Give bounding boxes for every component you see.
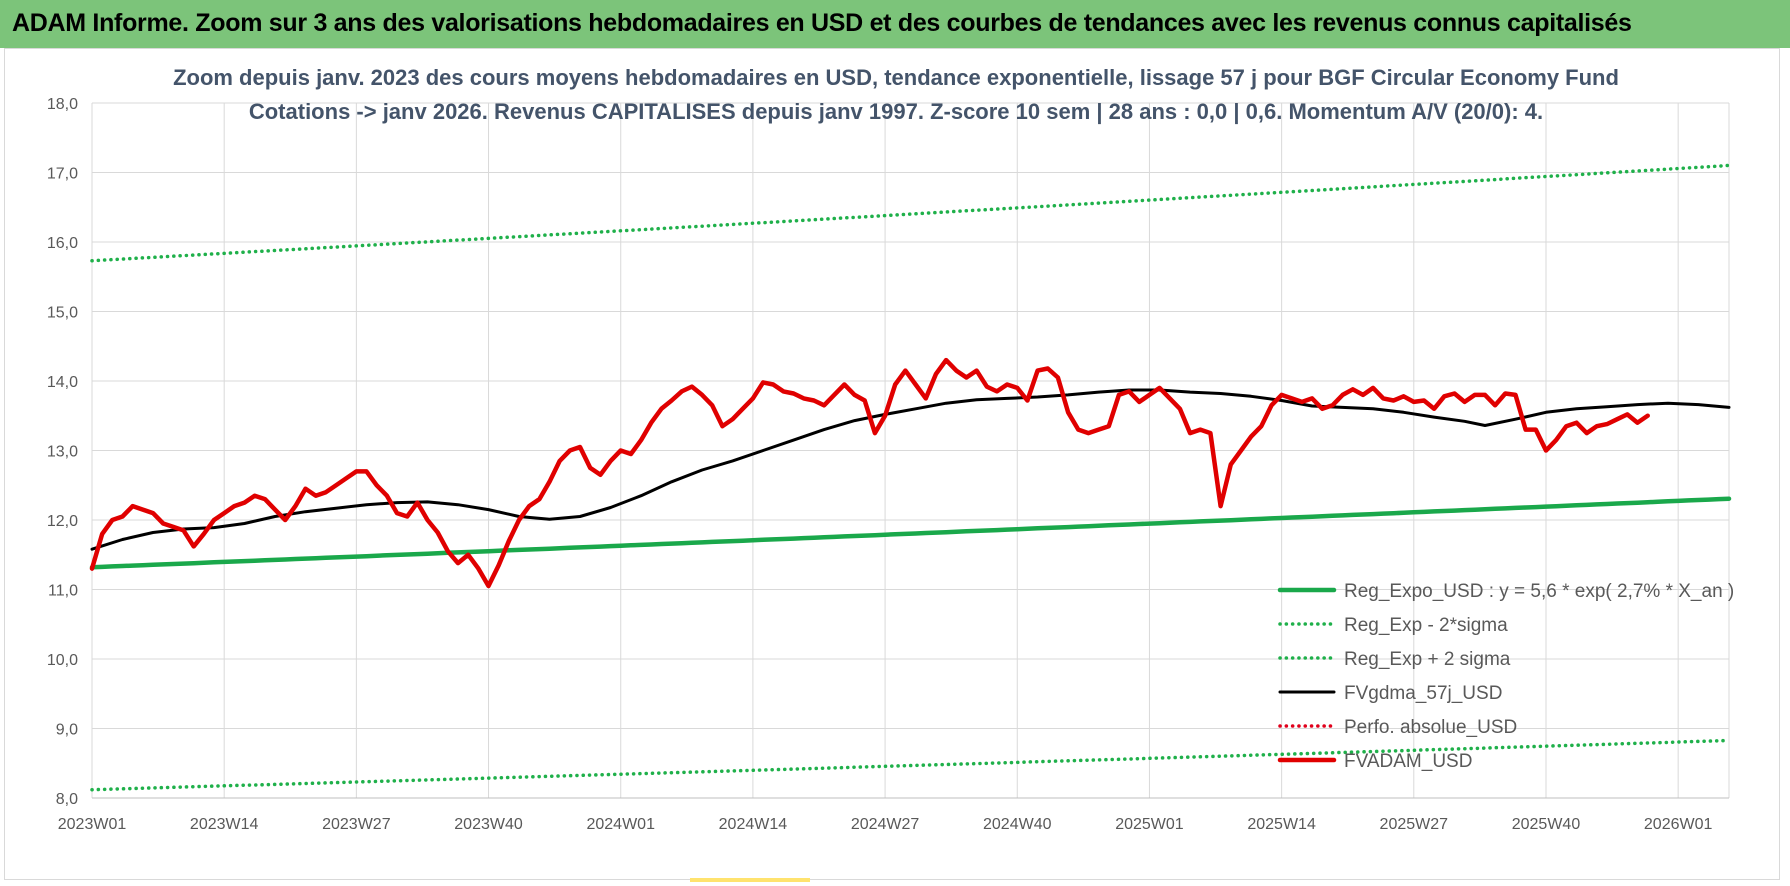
legend-label-fvgdma-57j-usd: FVgdma_57j_USD [1344,683,1502,704]
y-tick-label: 13,0 [47,444,78,461]
x-tick-label: 2023W27 [322,816,391,833]
series-line-reg-exp-2-sigma [90,738,1731,792]
x-tick-label: 2024W27 [851,816,920,833]
legend-label-reg-expo-usd-y-5-6-exp-2-7-x-an: Reg_Expo_USD : y = 5,6 * exp( 2,7% * X_a… [1344,581,1734,602]
y-tick-label: 10,0 [47,652,78,669]
chart-grid [91,102,1730,799]
x-tick-label: 2024W01 [586,816,655,833]
chart-legend: Reg_Expo_USD : y = 5,6 * exp( 2,7% * X_a… [1277,581,1734,772]
report-banner: ADAM Informe. Zoom sur 3 ans des valoris… [0,0,1790,48]
x-tick-label: 2026W01 [1644,816,1713,833]
y-tick-label: 9,0 [56,722,78,739]
y-tick-label: 15,0 [47,305,78,322]
chart-title-line-1: Zoom depuis janv. 2023 des cours moyens … [173,65,1619,90]
y-tick-label: 16,0 [47,235,78,252]
x-tick-label: 2025W40 [1512,816,1581,833]
x-tick-label: 2024W14 [719,816,788,833]
legend-label-fvadam-usd: FVADAM_USD [1344,751,1472,772]
series-line-fvadam-usd [89,357,1650,589]
report-title: ADAM Informe. Zoom sur 3 ans des valoris… [12,9,1632,37]
x-tick-label: 2025W14 [1247,816,1316,833]
legend-label-reg-exp-2-sigma: Reg_Exp + 2 sigma [1344,649,1511,670]
series-line-reg-expo-usd-y-5-6-exp-2-7-x-an [89,496,1732,570]
x-tick-label: 2023W14 [190,816,259,833]
chart-series [89,163,1732,792]
x-tick-label: 2025W01 [1115,816,1184,833]
series-line-reg-exp-2-sigma [90,163,1731,263]
series-line-fvgdma-57j-usd [90,388,1731,551]
y-tick-label: 11,0 [48,583,78,600]
y-axis-ticks: 8,0 9,0 10,0 11,0 12,0 13,0 14,0 15,0 16,0 17,0 18… [47,96,78,808]
chart-frame: 8,0 9,0 10,0 11,0 12,0 13,0 14,0 15,0 16,0 17,0 18… [4,48,1780,880]
chart-svg: 8,0 9,0 10,0 11,0 12,0 13,0 14,0 15,0 16,0 17,0 18… [47,65,1734,833]
bottom-accent [690,878,810,882]
chart-title-line-2: Cotations -> janv 2026. Revenus CAPITALI… [249,99,1543,124]
y-tick-label: 18,0 [47,96,78,113]
x-tick-label: 2023W40 [454,816,523,833]
x-tick-label: 2024W40 [983,816,1052,833]
x-tick-label: 2025W27 [1380,816,1449,833]
y-tick-label: 8,0 [56,791,78,808]
y-tick-label: 12,0 [47,513,78,530]
x-axis-ticks: 2023W01 2023W14 2023W27 2023W40 2024W01 2024W… [58,816,1713,833]
x-tick-label: 2023W01 [58,816,127,833]
y-tick-label: 14,0 [47,374,78,391]
y-tick-label: 17,0 [47,166,78,183]
legend-label-perfo-absolue-usd: Perfo. absolue_USD [1344,717,1517,738]
chart-title: Zoom depuis janv. 2023 des cours moyens … [173,65,1619,124]
legend-label-reg-exp-2-sigma: Reg_Exp - 2*sigma [1344,615,1508,636]
